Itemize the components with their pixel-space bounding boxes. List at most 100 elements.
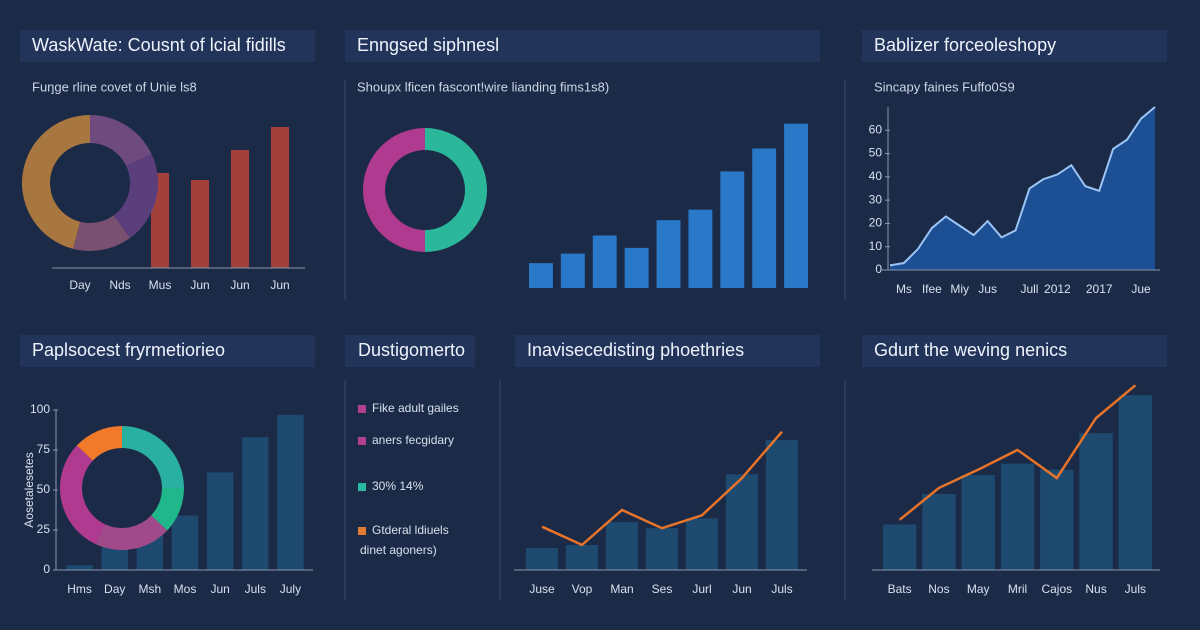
bar bbox=[592, 235, 617, 288]
bar bbox=[720, 171, 745, 288]
chart-subtitle: Shoupx lficen fascont!wire lianding fims… bbox=[357, 79, 609, 94]
donut-slice bbox=[425, 128, 487, 252]
line bbox=[898, 384, 1137, 521]
chart-title: WaskWate: Cousnt of lcial fidills bbox=[32, 35, 286, 55]
bar bbox=[1000, 463, 1035, 570]
y-tick-label: 30 bbox=[869, 192, 883, 206]
x-tick-label: Jun bbox=[210, 582, 229, 596]
bar bbox=[1079, 433, 1113, 570]
bar bbox=[606, 522, 638, 570]
bar bbox=[231, 150, 249, 268]
bar bbox=[882, 524, 917, 570]
y-tick-label: 25 bbox=[37, 522, 51, 536]
title-bar bbox=[20, 30, 315, 62]
chart-title: Bablizer forceoleshopy bbox=[874, 35, 1056, 55]
legend-label: 30% 14% bbox=[372, 479, 424, 493]
donut-slice bbox=[22, 115, 90, 249]
bar bbox=[1040, 469, 1074, 570]
y-tick-label: 0 bbox=[43, 562, 50, 576]
area bbox=[890, 107, 1155, 270]
bar bbox=[656, 220, 681, 288]
line bbox=[541, 430, 783, 547]
chart-subtitle: Fuŋge rline covet of Unie ls8 bbox=[32, 79, 197, 94]
bar bbox=[66, 565, 93, 570]
bar bbox=[526, 547, 558, 570]
legend-title: Dustigomerto bbox=[358, 340, 465, 360]
bar bbox=[206, 472, 234, 570]
title-bar bbox=[345, 30, 820, 62]
bar bbox=[686, 518, 718, 570]
x-tick-label: Jun bbox=[732, 582, 751, 596]
chart-title: Inavisecedisting phoethries bbox=[527, 340, 744, 360]
legend-swatch bbox=[358, 527, 366, 535]
x-tick-label: Jull bbox=[1020, 282, 1038, 296]
bar bbox=[528, 263, 553, 288]
bar bbox=[277, 414, 304, 570]
title-bar bbox=[345, 335, 475, 367]
bar bbox=[726, 474, 758, 570]
bar bbox=[752, 148, 777, 288]
bar bbox=[646, 528, 678, 570]
chart-title: Gdurt the weving nenics bbox=[874, 340, 1067, 360]
donut-slice bbox=[363, 128, 425, 252]
donut-slice bbox=[113, 154, 159, 239]
bar bbox=[271, 127, 289, 268]
x-tick-label: Juls bbox=[1125, 582, 1146, 596]
x-tick-label: 2017 bbox=[1086, 282, 1113, 296]
y-tick-label: 50 bbox=[37, 482, 51, 496]
x-tick-label: Day bbox=[69, 278, 90, 292]
x-tick-label: 2012 bbox=[1044, 282, 1071, 296]
title-bar bbox=[862, 30, 1167, 62]
x-tick-label: Day bbox=[104, 582, 125, 596]
x-tick-label: Jun bbox=[230, 278, 249, 292]
bar bbox=[242, 437, 269, 570]
legend-swatch bbox=[358, 437, 366, 445]
bar bbox=[191, 180, 209, 268]
y-tick-label: 20 bbox=[869, 216, 883, 230]
x-tick-label: Nus bbox=[1085, 582, 1106, 596]
x-tick-label: July bbox=[280, 582, 301, 596]
bar bbox=[624, 247, 649, 288]
donut-slice bbox=[151, 488, 184, 531]
x-tick-label: Cajos bbox=[1041, 582, 1072, 596]
donut-slice bbox=[59, 445, 105, 545]
bar bbox=[961, 475, 995, 570]
x-tick-label: Jun bbox=[190, 278, 209, 292]
x-tick-label: Jun bbox=[270, 278, 289, 292]
legend-label: aners fecgidary bbox=[372, 433, 454, 447]
x-tick-label: Mos bbox=[174, 582, 197, 596]
bar bbox=[1118, 395, 1153, 570]
x-tick-label: Juls bbox=[771, 582, 792, 596]
bar bbox=[784, 123, 809, 289]
bar bbox=[922, 494, 956, 570]
x-tick-label: Mril bbox=[1008, 582, 1027, 596]
bar bbox=[171, 515, 199, 570]
donut-slice bbox=[76, 425, 122, 461]
x-tick-label: Msh bbox=[139, 582, 162, 596]
chart-title: Paplsocest fryrmetiorieo bbox=[32, 340, 225, 360]
y-tick-label: 10 bbox=[869, 239, 883, 253]
y-tick-label: 0 bbox=[875, 262, 882, 276]
x-tick-label: May bbox=[967, 582, 990, 596]
x-tick-label: Mus bbox=[149, 278, 172, 292]
x-tick-label: Jus bbox=[978, 282, 997, 296]
y-tick-label: 100 bbox=[30, 402, 50, 416]
legend-swatch bbox=[358, 483, 366, 491]
y-tick-label: 75 bbox=[37, 442, 51, 456]
x-tick-label: Ms bbox=[896, 282, 912, 296]
x-tick-label: Nos bbox=[928, 582, 949, 596]
x-tick-label: Nds bbox=[109, 278, 130, 292]
x-tick-label: Bats bbox=[888, 582, 912, 596]
donut-slice bbox=[90, 115, 152, 166]
bar bbox=[766, 440, 798, 570]
y-axis-label: Aosetalesetes bbox=[22, 452, 36, 527]
x-tick-label: Ifee bbox=[922, 282, 942, 296]
y-tick-label: 40 bbox=[869, 169, 883, 183]
x-tick-label: Jue bbox=[1131, 282, 1151, 296]
x-tick-label: Juse bbox=[529, 582, 555, 596]
y-tick-label: 60 bbox=[869, 122, 883, 136]
legend-swatch bbox=[358, 405, 366, 413]
legend-label: Gtderal ldiuels bbox=[372, 523, 449, 537]
donut-slice bbox=[122, 426, 184, 488]
